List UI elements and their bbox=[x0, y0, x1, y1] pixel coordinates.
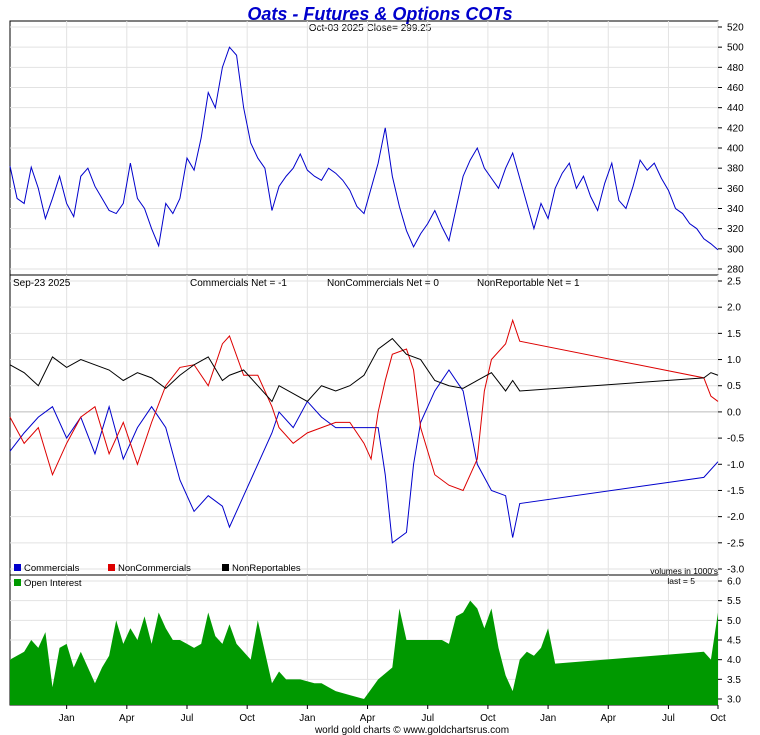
commercials-net-label: Commercials Net = -1 bbox=[190, 278, 287, 289]
x-tick-label: Jul bbox=[421, 713, 434, 724]
y-tick-label: 280 bbox=[727, 265, 744, 276]
x-tick-label: Jan bbox=[59, 713, 75, 724]
y-tick-label: 400 bbox=[727, 144, 744, 155]
legend-swatch-open-interest bbox=[14, 579, 21, 586]
y-tick-label: 1.5 bbox=[727, 329, 741, 340]
y-tick-label: 500 bbox=[727, 43, 744, 54]
x-tick-label: Oct bbox=[239, 713, 255, 724]
legend-swatch-noncommercials bbox=[108, 564, 115, 571]
legend-swatch-commercials bbox=[14, 564, 21, 571]
noncommercials-line bbox=[9, 318, 719, 492]
legend-open-interest: Open Interest bbox=[24, 578, 82, 589]
y-tick-label: 380 bbox=[727, 164, 744, 175]
noncommercials-net-label: NonCommercials Net = 0 bbox=[327, 278, 439, 289]
y-tick-label: 480 bbox=[727, 63, 744, 74]
y-tick-label: 2.0 bbox=[727, 303, 741, 314]
cot-panel: -3.0 -2.5 -2.0 -1.5 -1.0 -0.5 0.0 0.5 1.0 1.5 2.0 2… bbox=[9, 274, 745, 576]
y-tick-label: 0.0 bbox=[727, 407, 741, 418]
x-tick-label: Jul bbox=[662, 713, 675, 724]
x-tick-label: Jan bbox=[299, 713, 315, 724]
y-tick-label: -2.5 bbox=[727, 538, 745, 549]
nonreportables-line bbox=[9, 337, 719, 403]
x-tick-label: Oct bbox=[480, 713, 496, 724]
y-tick-label: -0.5 bbox=[727, 434, 745, 445]
legend-nonreportables: NonReportables bbox=[232, 563, 301, 574]
y-tick-label: 360 bbox=[727, 184, 744, 195]
y-tick-label: 5.0 bbox=[727, 616, 741, 627]
y-tick-label: 300 bbox=[727, 244, 744, 255]
y-tick-label: 440 bbox=[727, 103, 744, 114]
x-tick-label: Oct bbox=[710, 713, 726, 724]
y-tick-label: -2.0 bbox=[727, 512, 745, 523]
footer-credit: world gold charts © www.goldchartsrus.co… bbox=[314, 725, 509, 735]
y-tick-label: 3.5 bbox=[727, 675, 741, 686]
y-tick-label: -1.0 bbox=[727, 460, 745, 471]
y-tick-label: -3.0 bbox=[727, 565, 745, 576]
nonreportable-net-label: NonReportable Net = 1 bbox=[477, 278, 580, 289]
legend-commercials: Commercials bbox=[24, 563, 80, 574]
price-line bbox=[9, 46, 719, 251]
y-tick-label: 6.0 bbox=[727, 577, 741, 588]
y-tick-label: 520 bbox=[727, 23, 744, 34]
legend-swatch-nonreportables bbox=[222, 564, 229, 571]
y-tick-label: 4.5 bbox=[727, 636, 741, 647]
y-tick-label: 0.5 bbox=[727, 381, 741, 392]
commercials-line bbox=[9, 369, 719, 544]
x-tick-label: Apr bbox=[360, 713, 376, 724]
chart-subtitle: Oct-03 2025 Close= 299.25 bbox=[309, 23, 432, 34]
y-tick-label: 320 bbox=[727, 224, 744, 235]
open-interest-area bbox=[10, 600, 718, 705]
y-tick-label: 340 bbox=[727, 204, 744, 215]
x-tick-label: Jan bbox=[540, 713, 556, 724]
x-tick-label: Jul bbox=[181, 713, 194, 724]
y-tick-label: 2.5 bbox=[727, 277, 741, 288]
cot-legend: Commercials NonCommercials NonReportable… bbox=[14, 563, 301, 574]
y-tick-label: -1.5 bbox=[727, 486, 745, 497]
y-tick-label: 3.0 bbox=[727, 695, 741, 706]
price-panel: 280 300 320 340 360 380 400 420 440 460 480 500 520 bbox=[9, 20, 744, 276]
last-note: last = 5 bbox=[667, 576, 695, 586]
y-tick-label: 1.0 bbox=[727, 355, 741, 366]
cot-frame bbox=[9, 274, 719, 576]
y-tick-label: 5.5 bbox=[727, 596, 741, 607]
legend-noncommercials: NonCommercials bbox=[118, 563, 191, 574]
y-tick-label: 4.0 bbox=[727, 655, 741, 666]
volumes-note: volumes in 1000's bbox=[650, 566, 718, 576]
y-tick-label: 460 bbox=[727, 83, 744, 94]
y-tick-label: 420 bbox=[727, 123, 744, 134]
x-axis: Jan Apr Jul Oct Jan Apr Jul Oct Jan Apr Jul Oct bbox=[59, 705, 726, 724]
x-tick-label: Apr bbox=[600, 713, 616, 724]
x-tick-label: Apr bbox=[119, 713, 135, 724]
cot-date-label: Sep-23 2025 bbox=[13, 278, 71, 289]
oi-panel: 3.0 3.5 4.0 4.5 5.0 5.5 6.0 bbox=[9, 574, 741, 706]
chart-title: Oats - Futures & Options COTs bbox=[247, 4, 512, 24]
